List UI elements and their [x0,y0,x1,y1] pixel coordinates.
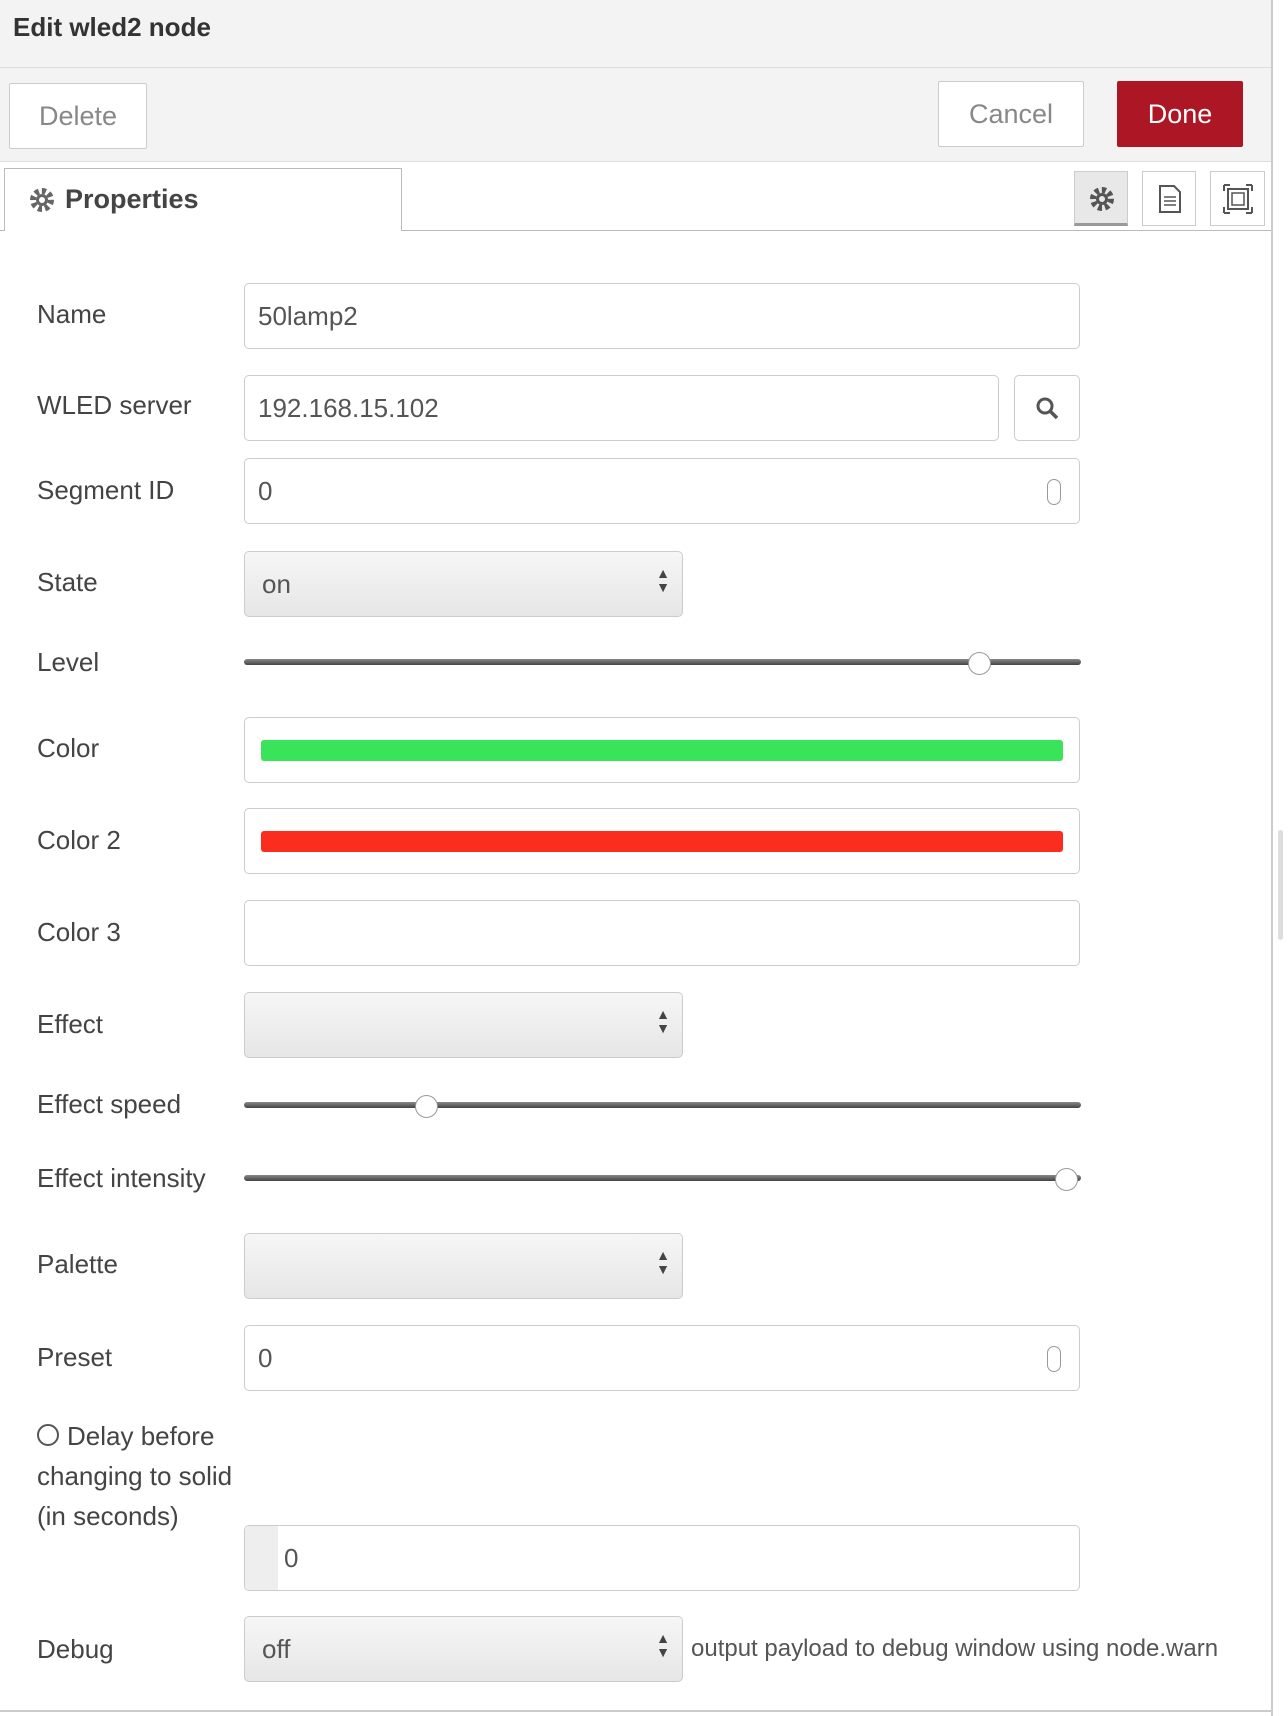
slider-knob[interactable] [415,1095,438,1118]
tab-label: Properties [65,184,199,214]
dialog-title: Edit wled2 node [13,12,211,42]
field-label: Level [37,647,100,677]
select-box[interactable]: on ▲ ▼ [244,551,683,617]
field-label: Color 3 [37,917,121,947]
panel-border [1271,0,1273,1716]
select-arrows: ▲ ▼ [656,1247,670,1277]
header-bar [0,0,1272,68]
color-swatch [261,740,1063,761]
select-arrows: ▲ ▼ [656,1630,670,1660]
type-prefix [245,1526,278,1590]
field-value: 50lamp2 [258,300,358,331]
done-button[interactable]: Done [1117,81,1243,147]
slider-track[interactable] [244,659,1081,665]
text-input[interactable]: 192.168.15.102 [244,375,999,441]
field-value: 0 [284,1542,299,1573]
appearance-tab-icon[interactable] [1210,171,1265,226]
field-label: Preset [37,1342,113,1372]
select-arrows: ▲ ▼ [656,565,670,595]
field-label: Palette [37,1249,118,1279]
field-label: WLED server [37,390,192,420]
bottom-border [0,1710,1272,1712]
settings-tab-icon[interactable] [1074,171,1128,226]
delete-button[interactable]: Delete [9,83,147,149]
field-label: Color 2 [37,825,121,855]
gear-icon [30,188,54,212]
text-input[interactable] [244,808,1080,874]
field-label: Segment ID [37,475,175,505]
slider-track[interactable] [244,1102,1081,1108]
text-input[interactable] [244,900,1080,966]
slider-knob[interactable] [968,652,991,675]
field-value: on [262,568,291,599]
cancel-button[interactable]: Cancel [938,81,1084,147]
search-button[interactable] [1014,375,1080,441]
field-label: Delay before changing to solid (in secon… [37,1421,233,1531]
select-box[interactable]: ▲ ▼ [244,1233,683,1299]
spinner[interactable] [1047,479,1061,505]
field-value: 0 [258,475,273,506]
select-box[interactable]: ▲ ▼ [244,992,683,1058]
spinner[interactable] [1047,1346,1061,1372]
field-label: Color [37,733,100,763]
field-value: 0 [258,1342,273,1373]
field-label: Debug [37,1634,114,1664]
description-tab-icon[interactable] [1142,171,1196,226]
text-input[interactable]: 0 [244,458,1080,524]
field-value: 192.168.15.102 [258,392,439,423]
select-arrows: ▲ ▼ [656,1006,670,1036]
text-input[interactable]: 0 [244,1525,1080,1591]
text-input[interactable] [244,717,1080,783]
tab-line [0,230,1272,231]
scrollbar[interactable] [1278,830,1283,940]
field-label: Effect [37,1009,104,1039]
field-value: off [262,1633,291,1664]
text-input[interactable]: 50lamp2 [244,283,1080,349]
select-box[interactable]: off ▲ ▼ [244,1616,683,1682]
field-label: State [37,567,98,597]
properties-tab[interactable]: Properties [4,168,402,231]
field-note: output payload to debug window using nod… [691,1635,1219,1662]
clock-icon [37,1424,59,1446]
slider-knob[interactable] [1055,1168,1078,1191]
field-label: Effect speed [37,1089,182,1119]
text-input[interactable]: 0 [244,1325,1080,1391]
field-label: Name [37,299,107,329]
color-swatch [261,831,1063,852]
field-label: Effect intensity [37,1163,206,1193]
slider-track[interactable] [244,1175,1081,1181]
